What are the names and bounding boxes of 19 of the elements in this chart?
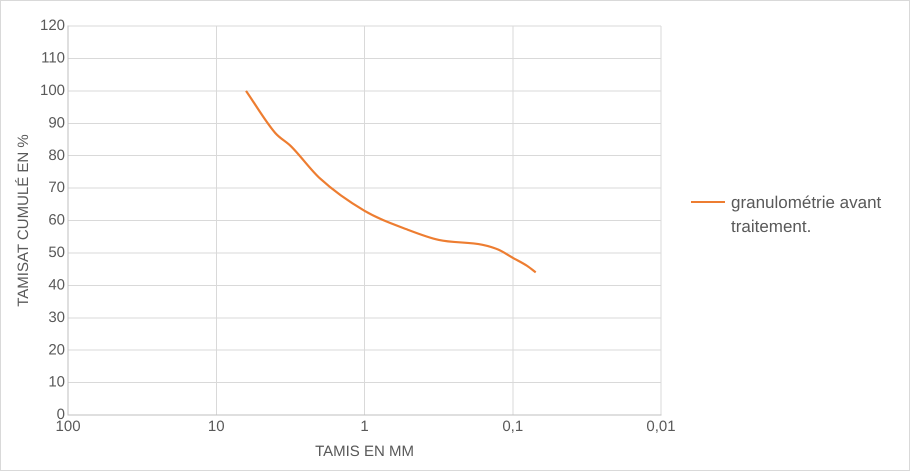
y-tick-label: 50	[48, 244, 66, 262]
legend-label: granulométrie avant traitement.	[731, 192, 882, 238]
y-tick-label: 10	[48, 374, 66, 391]
y-tick-label: 120	[40, 17, 66, 34]
y-tick-label: 70	[48, 179, 66, 196]
x-tick-label: 10	[208, 418, 225, 436]
y-tick-label: 60	[48, 212, 66, 229]
x-tick-label: 0,01	[646, 418, 676, 436]
y-tick-label: 110	[41, 50, 66, 67]
y-tick-label: 20	[48, 341, 66, 358]
y-tick-label: 40	[48, 276, 66, 294]
y-axis-title: TAMISAT CUMULÉ EN %	[14, 134, 32, 307]
x-tick-label: 1	[360, 418, 369, 436]
y-tick-label: 90	[48, 114, 66, 132]
x-axis-title: TAMIS EN MM	[315, 443, 414, 460]
y-tick-label: 100	[40, 82, 66, 99]
y-tick-label: 80	[48, 146, 66, 164]
y-tick-label: 30	[48, 308, 66, 326]
x-tick-label: 0,1	[502, 418, 524, 436]
